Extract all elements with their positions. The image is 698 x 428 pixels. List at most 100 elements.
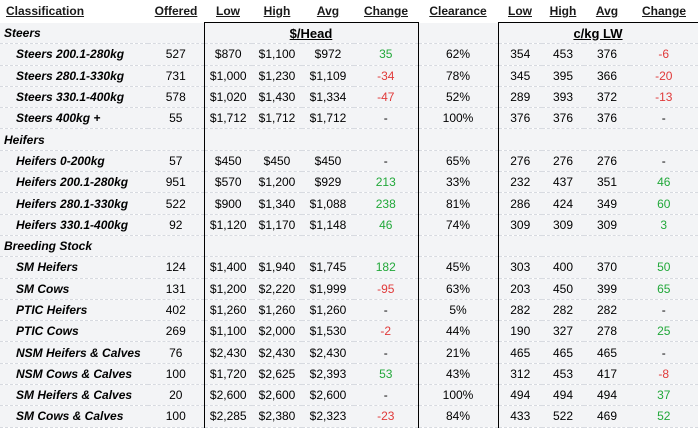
row-change-ckg: - [630,150,698,173]
row-change-ckg: 60 [630,192,698,215]
col-header-low[interactable]: Low [204,0,252,23]
col-header-low-ckg[interactable]: Low [498,0,542,23]
table-row[interactable]: SM Cows 131 $1,200 $2,220 $1,999 -95 63% 203 450… [0,278,698,300]
row-offered: 100 [148,405,205,428]
col-header-change[interactable]: Change [354,0,418,23]
table-row[interactable]: PTIC Cows 269 $1,100 $2,000 $1,530 -2 44% 190 32… [0,320,698,343]
section-spacer [148,128,205,151]
section-title: Breeding Stock [0,235,148,258]
table-row[interactable]: Heifers 280.1-330kg 522 $900 $1,340 $1,088 23… [0,192,698,215]
row-offered: 100 [148,363,205,386]
row-low-head: $1,712 [203,107,252,130]
col-header-change-ckg[interactable]: Change [630,0,698,23]
row-offered: 57 [148,150,205,173]
section-spacer [584,128,630,151]
row-offered: 124 [148,256,205,279]
col-header-classification[interactable]: Classification [0,0,148,23]
col-header-clearance[interactable]: Clearance [418,0,498,23]
table-row[interactable]: SM Heifers 124 $1,400 $1,940 $1,745 182 45% 303… [0,256,698,279]
row-change-ckg: -6 [630,43,698,66]
row-change-ckg: 50 [630,256,698,279]
section-spacer [302,235,354,258]
row-low-head: $570 [203,171,252,194]
row-offered: 92 [148,214,205,236]
row-clearance: 100% [418,384,499,407]
row-high-ckg: 393 [542,86,584,109]
row-high-ckg: 327 [542,320,584,343]
row-avg-head: $450 [302,150,354,173]
table-row[interactable]: Steers 400kg +55 $1,712 $1,712 $1,712-100% 3… [0,107,698,130]
row-change-head: -34 [354,65,419,87]
row-low-ckg: 494 [497,384,542,407]
row-change-head: - [354,150,419,173]
row-avg-head: $2,323 [302,405,354,428]
unit-per-kg: c/kg LW [497,21,698,45]
row-classification: Heifers 330.1-400kg [0,214,148,236]
row-high-ckg: 276 [542,150,584,173]
row-low-head: $1,100 [203,320,252,343]
row-change-head: -2 [354,320,419,343]
row-high-head: $1,340 [252,192,302,215]
row-clearance: 65% [418,150,499,173]
row-high-ckg: 282 [542,299,584,322]
row-high-head: $2,220 [252,278,302,300]
row-high-ckg: 309 [542,214,584,236]
row-classification: Heifers 0-200kg [0,150,148,173]
table-row[interactable]: SM Cows & Calves 100 $2,285 $2,380 $2,323 -23… [0,405,698,428]
section-spacer [418,128,499,151]
row-change-ckg: 3 [630,214,698,236]
section-row: Breeding Stock [0,235,698,258]
row-offered: 951 [148,171,205,194]
row-high-ckg: 400 [542,256,584,279]
row-high-head: $1,170 [252,214,302,236]
row-change-ckg: - [630,107,698,130]
row-offered: 55 [148,107,205,130]
col-header-avg[interactable]: Avg [302,0,354,23]
table-row[interactable]: Heifers 0-200kg 57 $450 $450 $450-65% 276 276 2… [0,150,698,173]
table-body: Steers $/Head c/kg LW Steers 200.1-280kg 527… [0,21,698,428]
table-row[interactable]: PTIC Heifers 402 $1,260 $1,260 $1,260-5% 282 2… [0,299,698,322]
row-low-head: $1,020 [203,86,252,109]
row-classification: SM Cows [0,278,148,300]
row-change-ckg: 46 [630,171,698,194]
row-clearance: 84% [418,405,499,428]
table-row[interactable]: Steers 280.1-330kg 731 $1,000 $1,230 $1,109-… [0,65,698,87]
row-offered: 131 [148,278,205,300]
table-row[interactable]: Heifers 330.1-400kg 92 $1,120 $1,170 $1,148 4… [0,214,698,236]
row-clearance: 63% [418,278,499,300]
section-spacer [203,235,252,258]
table-row[interactable]: NSM Heifers & Calves 76 $2,430 $2,430 $2,430… [0,341,698,364]
col-header-avg-ckg[interactable]: Avg [584,0,630,23]
row-high-ckg: 376 [542,107,584,130]
row-high-ckg: 494 [542,384,584,407]
row-high-head: $1,260 [252,299,302,322]
section-spacer [354,128,419,151]
row-offered: 578 [148,86,205,109]
row-clearance: 74% [418,214,499,236]
table-row[interactable]: SM Heifers & Calves 20 $2,600 $2,600 $2,600-… [0,384,698,407]
row-offered: 522 [148,192,205,215]
row-classification: Steers 330.1-400kg [0,86,148,109]
row-clearance: 21% [418,341,499,364]
col-header-offered[interactable]: Offered [148,0,204,23]
row-high-head: $1,200 [252,171,302,194]
col-header-high-ckg[interactable]: High [542,0,584,23]
row-classification: SM Heifers & Calves [0,384,148,407]
table-row[interactable]: NSM Cows & Calves 100 $1,720 $2,625 $2,393 53… [0,363,698,386]
row-high-ckg: 437 [542,171,584,194]
table-row[interactable]: Steers 200.1-280kg 527 $870 $1,100 $972 35 62%… [0,43,698,66]
row-high-head: $2,000 [252,320,302,343]
table-row[interactable]: Heifers 200.1-280kg 951 $570 $1,200 $929 213 3… [0,171,698,194]
row-high-head: $2,380 [252,405,302,428]
row-low-head: $1,720 [203,363,252,386]
col-header-high[interactable]: High [252,0,302,23]
row-classification: Steers 280.1-330kg [0,65,148,87]
row-classification: SM Heifers [0,256,148,279]
row-change-head: 53 [354,363,419,386]
row-change-head: 35 [354,43,419,66]
row-classification: Steers 200.1-280kg [0,43,148,66]
row-low-head: $900 [203,192,252,215]
row-low-ckg: 282 [497,299,542,322]
row-clearance: 45% [418,256,499,279]
table-row[interactable]: Steers 330.1-400kg 578 $1,020 $1,430 $1,334-… [0,86,698,109]
